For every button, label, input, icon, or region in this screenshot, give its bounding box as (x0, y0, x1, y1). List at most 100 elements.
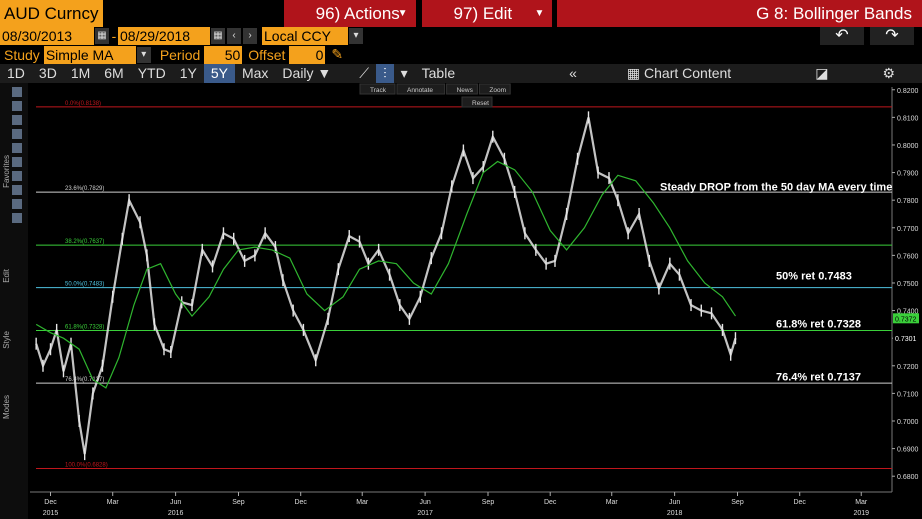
trend-tool-icon[interactable] (12, 157, 22, 167)
pencil-icon[interactable]: ✎ (331, 46, 344, 62)
undo-icon[interactable]: ↶ (820, 27, 864, 45)
y-tick-label: 0.7700 (897, 226, 919, 233)
study-title: G 8: Bollinger Bands (557, 0, 922, 27)
chart-annotation: 61.8% ret 0.7328 (776, 318, 861, 330)
x-tick-label: Jun (170, 499, 181, 506)
y-tick-label: 0.7400 (897, 309, 919, 316)
study-bar: Study Simple MA ▾ Period 50 Offset 0 ✎ (0, 45, 922, 64)
price-chart[interactable]: 0.68000.69000.70000.71000.72000.73000.74… (0, 83, 922, 519)
x-tick-label: Sep (731, 499, 744, 506)
edit-menu[interactable]: 97) Edit ▼ (421, 0, 553, 27)
edit-label: 97) Edit (453, 4, 513, 23)
x-tick-label: Sep (482, 499, 495, 506)
range-tab-3d[interactable]: 3D (38, 65, 57, 81)
price-tag-label: 0.7301 (895, 336, 917, 343)
x-tick-label: Mar (107, 499, 120, 506)
actions-label: 96) Actions (315, 4, 400, 23)
x-tick-label: Mar (606, 499, 619, 506)
start-date-field[interactable]: 08/30/2013 (0, 27, 94, 45)
range-tab-1y[interactable]: 1Y (179, 65, 197, 81)
edit-chart-icon[interactable]: ◪ (815, 65, 829, 81)
range-tab-1m[interactable]: 1M (70, 65, 91, 81)
gear-icon[interactable]: ⚙ (882, 65, 895, 81)
title-bar: AUD Curncy 96) Actions ▼ 97) Edit ▼ G 8:… (0, 0, 922, 27)
chevron-left-icon[interactable]: ‹ (227, 28, 241, 44)
y-tick-label: 0.7200 (897, 364, 919, 371)
x-year-label: 2019 (853, 510, 869, 517)
price-tag-box (893, 313, 919, 324)
marker-tool-icon[interactable] (12, 185, 22, 195)
y-tick-label: 0.6900 (897, 447, 919, 454)
chevron-down-icon[interactable]: ▾ (349, 28, 363, 44)
x-tick-label: Sep (232, 499, 245, 506)
actions-menu[interactable]: 96) Actions ▼ (283, 0, 416, 27)
reset-label: Reset (472, 100, 489, 107)
cursor-icon[interactable] (12, 87, 22, 97)
range-tab-ytd[interactable]: YTD (137, 65, 166, 81)
chevron-down-icon[interactable]: ▾ (400, 65, 408, 81)
ma-series-line (35, 160, 736, 389)
eraser-tool-icon[interactable] (12, 213, 22, 223)
chart-toolbar: 1D 3D 1M 6M YTD 1Y 5Y Max Daily ▼ ⟋ ⫶ ▾ Table «… (0, 64, 922, 83)
end-date-field[interactable]: 08/29/2018 (118, 27, 210, 45)
text-tool-icon[interactable] (12, 115, 22, 125)
x-tick-label: Mar (855, 499, 868, 506)
redo-icon[interactable]: ↷ (870, 27, 914, 45)
range-tabs: 1D 3D 1M 6M YTD 1Y 5Y Max (0, 64, 275, 83)
date-separator: - (111, 28, 117, 44)
y-tick-label: 0.7100 (897, 391, 919, 398)
y-tick-label: 0.8000 (897, 143, 919, 150)
fib-level-label: 100.0%(0.6828) (65, 462, 108, 468)
track-button[interactable] (359, 83, 396, 95)
fibonacci-tool-icon[interactable] (12, 143, 22, 153)
frequency-label: Daily (282, 65, 314, 81)
title-gap (552, 0, 558, 27)
currency-field[interactable]: Local CCY (262, 27, 348, 45)
range-tab-1d[interactable]: 1D (7, 65, 25, 81)
price-tag-label: 0.7372 (895, 316, 917, 323)
channel-tool-icon[interactable] (12, 171, 22, 181)
range-tab-5y[interactable]: 5Y (203, 64, 235, 83)
annotate-button[interactable] (396, 83, 446, 95)
chevron-down-icon[interactable]: ▾ (136, 46, 151, 63)
chevron-down-icon: ▼ (534, 8, 545, 19)
offset-input[interactable]: 0 (289, 45, 326, 64)
calendar-icon[interactable]: ▦ (211, 28, 225, 44)
y-tick-label: 0.8100 (897, 115, 919, 122)
x-tick-label: Dec (544, 499, 557, 506)
table-button[interactable]: Table (421, 65, 456, 81)
range-tab-6m[interactable]: 6M (104, 65, 124, 81)
line-tool-icon[interactable] (12, 101, 22, 111)
chevron-right-icon[interactable]: › (243, 28, 257, 44)
fib-level-label: 38.2%(0.7637) (65, 239, 104, 245)
study-select[interactable]: Simple MA (43, 45, 136, 64)
arrow-tool-icon[interactable] (12, 199, 22, 209)
range-tab-max[interactable]: Max (241, 65, 269, 81)
line-chart-icon[interactable]: ⟋ (359, 65, 370, 81)
news-button[interactable] (446, 83, 478, 95)
grid-icon: ▦ (626, 65, 641, 81)
fib-level-label: 76.4%(0.7137) (65, 377, 104, 383)
frequency-select[interactable]: Daily ▼ (282, 65, 332, 81)
study-label: Study (4, 46, 40, 63)
chevron-down-icon: ▼ (397, 8, 408, 19)
drawing-sidebar: Favorites Edit Style Modes (0, 83, 28, 519)
period-label: Period (159, 46, 201, 63)
chart-content-button[interactable]: ▦ Chart Content (620, 64, 738, 83)
reset-button[interactable] (461, 96, 493, 108)
period-input[interactable]: 50 (204, 45, 243, 64)
x-tick-label: Mar (356, 499, 369, 506)
candlestick-icon[interactable]: ⫶ (376, 64, 394, 83)
zoom-button[interactable] (478, 83, 511, 95)
shape-tool-icon[interactable] (12, 129, 22, 139)
chart-annotation: 50% ret 0.7483 (776, 271, 852, 283)
fib-level-label: 61.8%(0.7328) (65, 324, 104, 330)
fib-level-label: 50.0%(0.7483) (65, 282, 104, 288)
collapse-icon[interactable]: « (569, 65, 577, 81)
y-tick-label: 0.7000 (897, 419, 919, 426)
y-tick-label: 0.7600 (897, 253, 919, 260)
ticker-field[interactable]: AUD Curncy (0, 0, 103, 27)
calendar-icon[interactable]: ▦ (95, 28, 109, 44)
x-tick-label: Dec (294, 499, 307, 506)
x-tick-label: Jun (669, 499, 680, 506)
